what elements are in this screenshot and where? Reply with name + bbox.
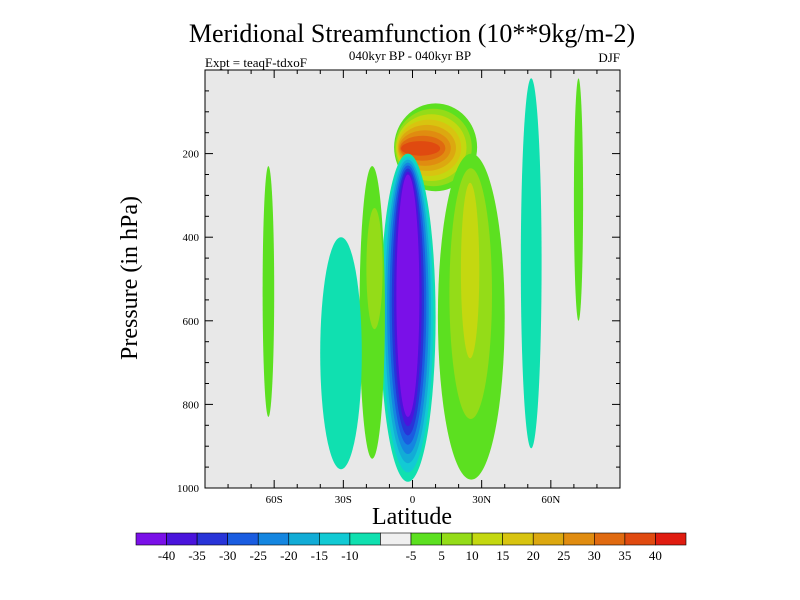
season-label: DJF: [598, 50, 620, 65]
colorbar-label: -10: [341, 548, 358, 563]
colorbar-label: 15: [496, 548, 509, 563]
experiment-label: Expt = teaqF-tdxoF: [205, 55, 307, 70]
x-tick-label: 30S: [335, 494, 352, 506]
contour-northern-midlat-band-level--5: [520, 78, 542, 449]
x-tick-label: 60S: [266, 494, 283, 506]
chart-subtitle: 040kyr BP - 040kyr BP: [349, 48, 471, 63]
y-tick-label: 200: [183, 149, 200, 161]
contour-southern-highlat-band-level-5: [262, 166, 275, 417]
colorbar-label: 30: [588, 548, 601, 563]
contour-southern-midlat-cell-level--5: [320, 237, 362, 470]
colorbar: -40 -35 -30 -25 -20 -15 -10 -5 5 10 15 20 25 30 35 40: [135, 532, 687, 563]
colorbar-swatch: [563, 532, 595, 546]
contour-southern-subtropical-cell-level-10: [366, 208, 383, 330]
y-tick-label: 400: [183, 232, 200, 244]
axis-ticks: 60S 30S 0 30N 60N 200 400 600 800 1000: [177, 70, 620, 506]
contour-equatorial-deep-cell-level--40: [396, 174, 420, 417]
colorbar-label: 5: [438, 548, 445, 563]
colorbar-label: -5: [406, 548, 417, 563]
x-tick-label: 30N: [472, 494, 491, 506]
contour-fill: [262, 78, 584, 482]
colorbar-swatch: [532, 532, 565, 546]
colorbar-label: 40: [649, 548, 662, 563]
y-axis-label: Pressure (in hPa): [117, 196, 143, 360]
colorbar-label: -15: [311, 548, 328, 563]
colorbar-swatch: [624, 532, 656, 546]
colorbar-label: 35: [618, 548, 631, 563]
colorbar-swatch: [227, 532, 259, 546]
colorbar-label: -30: [219, 548, 236, 563]
colorbar-swatch: [135, 532, 167, 546]
colorbar-swatch: [288, 532, 320, 546]
y-tick-label: 1000: [177, 483, 200, 495]
colorbar-swatch: [410, 532, 442, 546]
colorbar-swatch: [166, 532, 198, 546]
colorbar-label: 20: [527, 548, 540, 563]
colorbar-swatch: [349, 532, 381, 546]
colorbar-label: 25: [557, 548, 570, 563]
colorbar-swatch: [380, 532, 412, 546]
colorbar-swatch: [257, 532, 290, 546]
colorbar-swatch: [441, 532, 473, 546]
colorbar-label: -35: [188, 548, 205, 563]
colorbar-label: -25: [250, 548, 267, 563]
colorbar-label: -40: [158, 548, 175, 563]
y-tick-label: 600: [183, 316, 200, 328]
x-tick-label: 60N: [541, 494, 560, 506]
x-tick-label: 0: [410, 494, 416, 506]
colorbar-swatch: [471, 532, 503, 546]
x-axis-label: Latitude: [372, 504, 452, 530]
contour-northern-tropical-cell-level-15: [460, 182, 480, 359]
colorbar-swatch: [319, 532, 351, 546]
chart-title: Meridional Streamfunction (10**9kg/m-2): [189, 19, 635, 48]
y-tick-label: 800: [183, 399, 200, 411]
contour-northern-highlat-band-level-5: [573, 78, 584, 321]
contour-northern-upper-cell-level-40: [401, 141, 441, 156]
colorbar-swatch: [655, 532, 687, 546]
colorbar-swatch: [502, 532, 534, 546]
colorbar-swatch: [196, 532, 228, 546]
colorbar-label: 10: [466, 548, 479, 563]
colorbar-swatch: [594, 532, 626, 546]
colorbar-label: -20: [280, 548, 297, 563]
